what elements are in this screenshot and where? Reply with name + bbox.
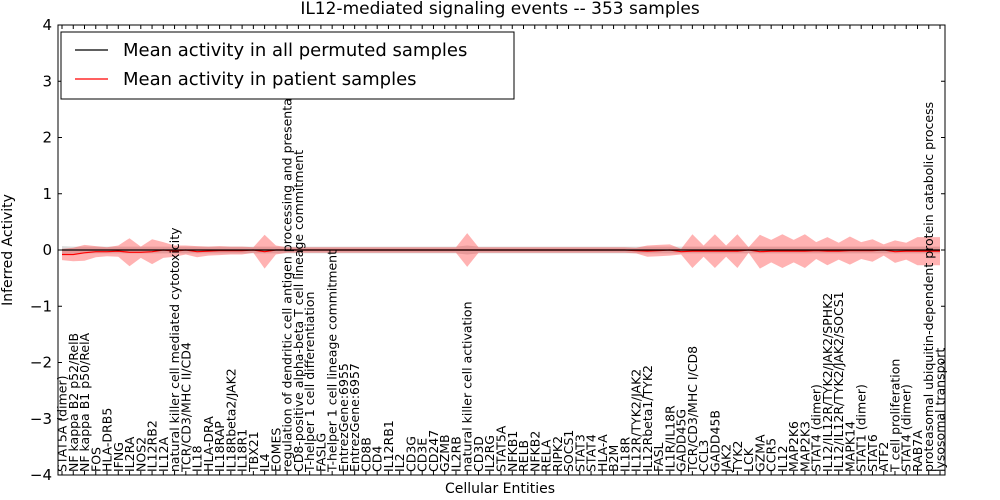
x-tick-label: FASL	[651, 442, 666, 472]
x-tick-label: STAT4 (dimer)	[809, 384, 824, 472]
x-tick-label: TCR/CD3/MHC II/CD4	[178, 342, 193, 473]
x-tick-label: EOMES	[268, 428, 283, 472]
x-tick-label: IL12	[775, 445, 790, 472]
x-tick-label: CD8-positive alpha-beta T cell lineage c…	[291, 150, 306, 472]
x-tick-label: IL2	[392, 453, 407, 472]
x-tick-label: RIPK2	[550, 436, 565, 472]
x-tick-label: IL12/IL12R/TYK2/JAK2/SPHK2	[820, 293, 835, 472]
x-tick-label: CD3G	[403, 436, 418, 472]
y-tick-label: 0	[42, 241, 52, 259]
x-tick-label: natural killer cell activation	[460, 301, 475, 472]
x-tick-label: T cell proliferation	[888, 359, 903, 473]
legend: Mean activity in all permuted samples Me…	[60, 31, 515, 100]
x-tick-label: GZMA	[752, 434, 767, 472]
x-tick-label: IFNG	[111, 442, 126, 472]
legend-label-patient: Mean activity in patient samples	[123, 69, 417, 90]
x-tick-label: HLA-A	[595, 434, 610, 472]
y-tick-label: −2	[30, 354, 52, 372]
band-patient	[62, 233, 940, 269]
x-tick-label: STAT6	[865, 434, 880, 472]
x-tick-label: ATF2	[876, 442, 891, 472]
x-tick-label: SOCS1	[561, 430, 576, 472]
x-tick-label: MAPK14	[842, 421, 857, 472]
x-tick-label: HLA-DRA	[201, 416, 216, 472]
x-tick-label: IL12Rbeta1/TYK2	[640, 365, 655, 472]
x-tick-label: CD247	[426, 430, 441, 472]
x-tick-label: GZMB	[437, 434, 452, 472]
x-tick-label: CCR5	[764, 438, 779, 472]
y-tick-label: 4	[42, 16, 52, 34]
y-axis-label: Inferred Activity	[0, 194, 16, 306]
x-tick-label: NF kappa B2 p52/RelB	[66, 333, 81, 472]
x-tick-label: IL4	[257, 453, 272, 472]
x-tick-label: CD3D	[471, 436, 486, 472]
x-tick-label: IL12R/TYK2/JAK2	[629, 369, 644, 472]
y-tick-label: −3	[30, 410, 52, 428]
y-tick-label: −4	[30, 466, 52, 484]
x-tick-label: NF kappa B1 p50/RelA	[77, 332, 92, 472]
legend-box	[60, 31, 515, 100]
x-tick-label: STAT4	[584, 434, 599, 472]
legend-label-permuted: Mean activity in all permuted samples	[123, 40, 467, 61]
x-tick-label: RELA	[539, 439, 554, 472]
x-tick-label: IL1R/IL18R	[662, 405, 677, 472]
x-tick-label: regulation of dendritic cell antigen pro…	[280, 74, 295, 472]
x-tick-label: CD8B	[358, 437, 373, 472]
x-tick-label: IL2RB	[449, 436, 464, 472]
x-tick-label: STAT1 (dimer)	[854, 384, 869, 472]
x-tick-label: STAT4 (dimer)	[899, 384, 914, 472]
x-tick-label: STAT3	[572, 434, 587, 472]
x-tick-label: TCR/CD3/MHC I/CD8	[685, 346, 700, 473]
x-tick-label: IL12A	[156, 436, 171, 472]
x-tick-label: EntrezGene:6957	[347, 363, 362, 472]
x-tick-label: EntrezGene:6955	[336, 363, 351, 472]
y-tick-label: −1	[30, 297, 52, 315]
x-tick-label: FASLG	[313, 433, 328, 472]
x-tick-label: B2M	[606, 445, 621, 472]
x-tick-label: TYK2	[730, 441, 745, 473]
x-tick-label: IL2RG	[482, 435, 497, 472]
x-tick-label: NOS2	[133, 437, 148, 472]
x-tick-label: IL18RAP	[212, 421, 227, 472]
x-tick-label: CCL3	[696, 440, 711, 472]
y-tick-label: 1	[42, 185, 52, 203]
x-tick-label: JAK2	[719, 444, 734, 473]
x-tick-label: IL12/IL12R/TYK2/JAK2/SOCS1	[831, 291, 846, 472]
y-tick-label: 3	[42, 72, 52, 90]
x-tick-label: lysosomal transport	[933, 348, 948, 472]
x-tick-label: T-helper 1 cell lineage commitment	[325, 250, 340, 473]
x-tick-label: STAT5A (dimer)	[55, 376, 70, 472]
x-tick-label: RAB7A	[910, 430, 925, 472]
x-tick-label: STAT5A	[494, 425, 509, 472]
chart-title: IL12-mediated signaling events -- 353 sa…	[300, 0, 700, 19]
x-tick-label: RELB	[516, 440, 531, 472]
x-tick-label: NFKB2	[527, 431, 542, 472]
x-tick-label: GADD45G	[674, 409, 689, 472]
x-tick-label: TBX21	[246, 431, 261, 473]
x-tick-label: GADD45B	[707, 410, 722, 472]
x-tick-label: IL18Rbeta2/JAK2	[223, 368, 238, 472]
x-tick-label: IL12RB1	[381, 420, 396, 472]
x-tick-label: IL12RB2	[145, 420, 160, 472]
x-tick-label: IL2RA	[122, 436, 137, 472]
x-tick-label: natural killer cell mediated cytotoxicit…	[167, 227, 182, 472]
x-tick-label: HLA-DRB5	[100, 408, 115, 472]
x-tick-label: IL18R1	[235, 429, 250, 472]
x-tick-label: T-helper 1 cell differentiation	[302, 292, 317, 473]
x-tick-label: MAP2K3	[797, 421, 812, 472]
x-tick-label: FOS	[88, 447, 103, 472]
x-axis-label: Cellular Entities	[445, 481, 555, 497]
x-tick-label: MAP2K6	[786, 421, 801, 472]
x-tick-label: LCK	[741, 447, 756, 472]
x-tick-label: CD3E	[415, 438, 430, 472]
x-tick-label: NFKB1	[505, 431, 520, 472]
x-tick-label: IL18	[190, 445, 205, 472]
x-tick-label: IL18R	[617, 436, 632, 472]
x-tick-label: proteasomal ubiquitin-dependent protein …	[921, 102, 936, 472]
x-tick-label: CD4	[370, 446, 385, 472]
y-tick-label: 2	[42, 129, 52, 147]
